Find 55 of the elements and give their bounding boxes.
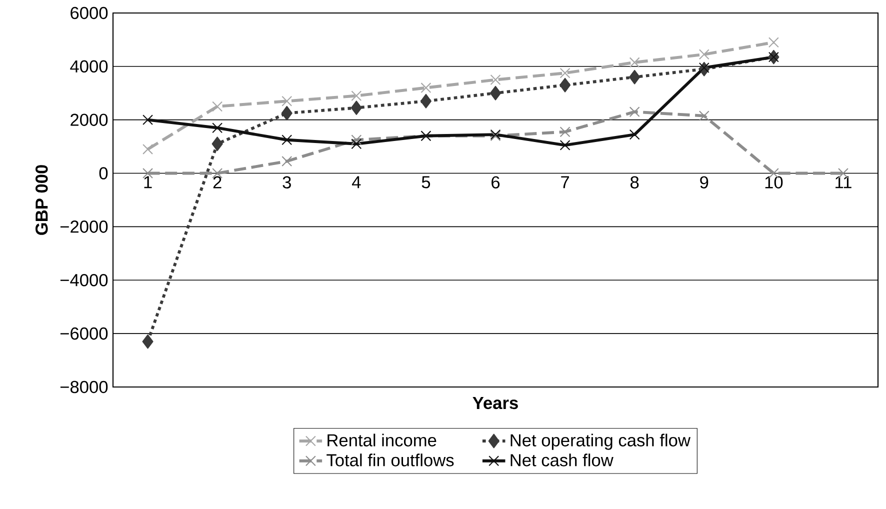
y-tick-label: 0 <box>99 167 108 180</box>
point <box>490 86 502 100</box>
point <box>282 96 292 106</box>
x-tick-label: 11 <box>836 176 852 188</box>
legend-label: Net cash flow <box>510 454 614 466</box>
x-tick-label: 2 <box>213 176 222 188</box>
x-tick-label: 5 <box>422 176 430 188</box>
x-tick-label: 7 <box>561 176 569 188</box>
point <box>282 134 292 146</box>
x-tick-label: 4 <box>352 176 361 188</box>
x-axis-title: Years <box>472 397 518 410</box>
point <box>560 68 570 78</box>
y-tick-label: −6000 <box>60 327 108 340</box>
y-axis-title: GBP 000 <box>36 165 48 235</box>
point <box>142 334 154 349</box>
x-tick-label: 10 <box>765 176 783 188</box>
point <box>698 62 710 73</box>
y-tick-label: 6000 <box>70 6 108 20</box>
point <box>560 126 570 138</box>
point <box>560 78 571 92</box>
legend-label: Total fin outflows <box>326 454 454 466</box>
x-tick-label: 8 <box>630 176 639 188</box>
point <box>282 156 292 166</box>
point <box>420 94 432 108</box>
point <box>281 106 292 120</box>
legend-label: Net operating cash flow <box>510 434 691 450</box>
point <box>629 57 640 68</box>
point <box>351 138 362 150</box>
y-tick-label: 2000 <box>70 114 108 126</box>
point <box>351 134 362 146</box>
point <box>142 144 154 154</box>
point <box>490 74 501 86</box>
point <box>212 122 223 134</box>
point <box>560 140 570 150</box>
point <box>629 129 640 140</box>
y-tick-label: −8000 <box>60 380 108 394</box>
point <box>142 114 154 126</box>
point <box>698 110 710 122</box>
legend-label: Rental income <box>328 434 436 446</box>
point <box>212 101 223 112</box>
point <box>420 82 432 94</box>
point <box>350 100 362 116</box>
point <box>629 106 640 118</box>
point <box>698 49 710 60</box>
x-tick-label: 1 <box>144 176 152 188</box>
x-tick-label: 3 <box>282 176 291 188</box>
x-tick-label: 9 <box>700 176 708 188</box>
point <box>351 90 362 102</box>
x-tick-label: 6 <box>492 176 500 188</box>
y-tick-label: 4000 <box>70 60 108 73</box>
point <box>629 70 640 84</box>
point <box>212 136 223 152</box>
y-tick-label: −4000 <box>60 274 108 286</box>
y-tick-label: −2000 <box>60 220 108 233</box>
point <box>768 37 779 48</box>
